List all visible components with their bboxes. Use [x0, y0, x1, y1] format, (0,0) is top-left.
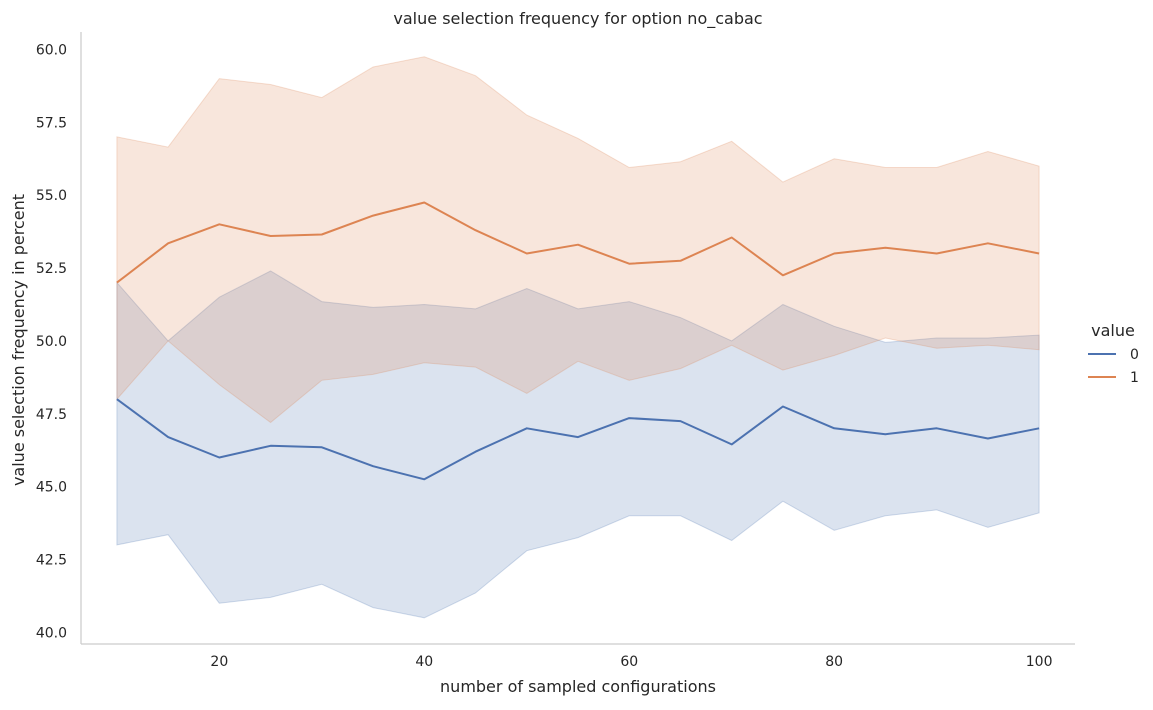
x-tick-label: 40	[415, 654, 433, 670]
y-tick-label: 40.0	[36, 625, 67, 641]
chart-title: value selection frequency for option no_…	[393, 9, 762, 29]
legend-title: value	[1091, 321, 1135, 340]
x-tick-label: 80	[825, 654, 843, 670]
series-lines	[116, 201, 1040, 481]
line-series-0	[116, 398, 1040, 481]
y-tick-label: 45.0	[36, 480, 67, 496]
y-tick-label: 55.0	[36, 188, 67, 204]
y-tick-label: 52.5	[36, 261, 67, 277]
x-ticks: 20 40 60 80 100	[210, 654, 1052, 670]
axes: 20 40 60 80 100 40.0 42.5 45.0 47.5 50.0 52.5 55.0…	[36, 32, 1075, 670]
legend-label: 1	[1130, 370, 1139, 386]
x-tick-label: 100	[1026, 654, 1053, 670]
legend: value 01	[1088, 321, 1139, 386]
y-axis-label: value selection frequency in percent	[9, 194, 28, 486]
y-tick-label: 60.0	[36, 42, 67, 58]
y-tick-label: 42.5	[36, 552, 67, 568]
x-tick-label: 60	[620, 654, 638, 670]
legend-label: 0	[1130, 347, 1139, 363]
line-series-1	[116, 201, 1040, 284]
ci-band-series-1	[116, 56, 1040, 424]
ci-band-series-0	[116, 270, 1040, 619]
y-tick-label: 57.5	[36, 115, 67, 131]
ci-bands	[116, 56, 1040, 619]
y-tick-label: 47.5	[36, 407, 67, 423]
x-axis-label: number of sampled configurations	[440, 677, 716, 696]
y-tick-label: 50.0	[36, 334, 67, 350]
x-tick-label: 20	[210, 654, 228, 670]
y-ticks: 40.0 42.5 45.0 47.5 50.0 52.5 55.0 57.5 60.0	[36, 42, 67, 641]
legend-items: 01	[1088, 347, 1139, 386]
